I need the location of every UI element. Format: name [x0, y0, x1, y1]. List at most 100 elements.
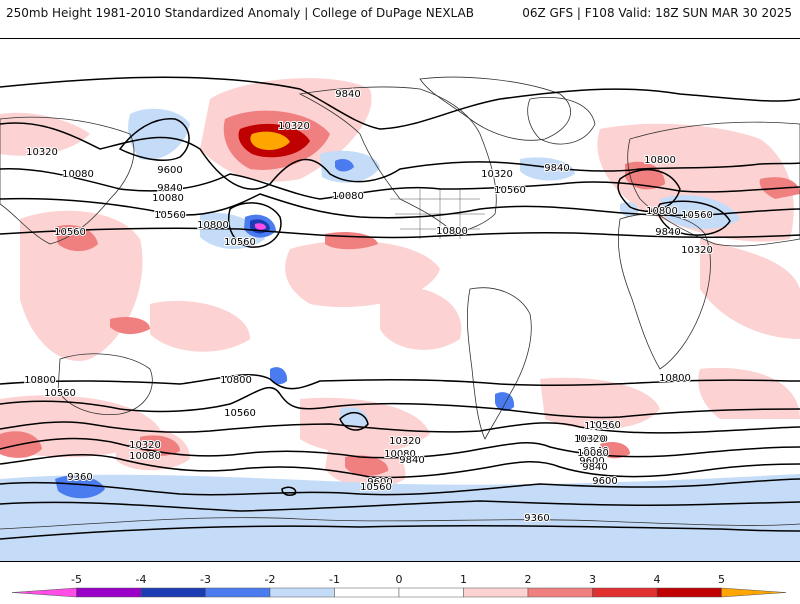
map-panel: 9840 10320 9600 9840 10080 10560 10800 10560 103…	[0, 38, 800, 562]
colorbar-segment	[11, 587, 77, 598]
colorbar-tick-label: 5	[718, 573, 725, 586]
contour-label: 10080	[576, 434, 608, 445]
anomaly-region	[0, 474, 800, 561]
anomaly-region	[270, 367, 288, 385]
colorbar-segments	[11, 587, 787, 598]
contour-line	[0, 453, 800, 479]
colorbar-tick-label: -1	[329, 573, 340, 586]
contour-label: 9840	[583, 446, 608, 457]
contour-label: 9600	[592, 476, 617, 487]
contour-label: 9840	[655, 227, 680, 238]
contour-line	[0, 122, 800, 190]
contour-label: 10560	[224, 408, 256, 419]
contour-label: 10560	[681, 210, 713, 221]
colorbar-segment	[592, 587, 658, 598]
contour-label: 9600	[367, 477, 392, 488]
contour-line	[0, 524, 800, 540]
contour-label: 10080	[152, 193, 184, 204]
contour-line	[0, 76, 800, 130]
anomaly-region	[335, 159, 354, 172]
contour-line	[0, 193, 800, 219]
contour-label: 10800	[646, 206, 678, 217]
contour-label: 10080	[577, 448, 609, 459]
contour-label: 10800	[24, 375, 56, 386]
contour-label: 9600	[157, 165, 182, 176]
contour-label: 10560	[154, 210, 186, 221]
contour-label: 10320	[584, 421, 616, 432]
contour-label: 10560	[589, 420, 621, 431]
contour-label: 10560	[224, 237, 256, 248]
contour-label: 9840	[399, 455, 424, 466]
contour-label: 10320	[278, 121, 310, 132]
contour-line	[118, 118, 190, 162]
colorbar-segment	[463, 587, 529, 598]
colorbar-segment	[721, 587, 787, 598]
contour-label: 9840	[157, 183, 182, 194]
contour-line	[339, 412, 369, 431]
contour-label: 10080	[384, 449, 416, 460]
contour-label: 10080	[332, 191, 364, 202]
anomaly-region	[700, 239, 800, 339]
anomaly-region	[55, 224, 98, 252]
contour-label: 10800	[659, 373, 691, 384]
contour-line	[617, 169, 681, 212]
colorbar-segment	[398, 587, 464, 598]
contour-line	[228, 202, 282, 248]
height-contours	[0, 76, 800, 540]
contour-label: 10320	[26, 147, 58, 158]
colorbar-segment	[76, 587, 142, 598]
contour-label: 10320	[389, 436, 421, 447]
contour-line	[0, 373, 800, 390]
contour-label: 9840	[544, 163, 569, 174]
colorbar-tick-label: -5	[71, 573, 82, 586]
colorbar-segment	[269, 587, 335, 598]
colorbar-segment	[656, 587, 722, 598]
contour-label: 9600	[579, 456, 604, 467]
anomaly-region	[495, 392, 515, 411]
contour-labels: 9840103209600984010080105601080010560103…	[23, 88, 714, 525]
contour-label: 10560	[44, 388, 76, 399]
colorbar-tick-label: 2	[525, 573, 532, 586]
contour-line	[0, 421, 800, 434]
contour-line	[0, 386, 800, 419]
contour-label: 10560	[54, 227, 86, 238]
contour-label: 9360	[524, 513, 549, 524]
contour-line	[0, 168, 800, 200]
colorbar-tick-label: 1	[460, 573, 467, 586]
anomaly-region	[340, 407, 369, 428]
contour-label: 10320	[681, 245, 713, 256]
anomaly-region	[150, 300, 250, 352]
anomaly-region	[128, 108, 190, 160]
colorbar-segment	[205, 587, 271, 598]
colorbar-segment	[140, 587, 206, 598]
anomaly-map: 9840103209600984010080105601080010560103…	[0, 76, 800, 561]
colorbar-ticks: -5 -4 -3 -2 -1 0 1 2 3 4 5	[71, 573, 725, 586]
colorbar-tick-label: 3	[589, 573, 596, 586]
contour-label: 10800	[220, 375, 252, 386]
anomaly-region	[660, 195, 740, 229]
colorbar-svg: -5 -4 -3 -2 -1 0 1 2 3 4 5	[11, 573, 787, 598]
anomaly-region	[250, 131, 290, 150]
model-run-info: 06Z GFS | F108 Valid: 18Z SUN MAR 30 202…	[522, 6, 792, 20]
contour-line	[0, 227, 800, 239]
contour-label: 9360	[67, 472, 92, 483]
colorbar: -5 -4 -3 -2 -1 0 1 2 3 4 5	[0, 572, 800, 600]
anomaly-region	[110, 317, 150, 335]
contour-label: 10320	[481, 169, 513, 180]
contour-line	[657, 200, 731, 236]
contour-label: 10320	[129, 440, 161, 451]
anomaly-region	[380, 286, 462, 350]
anomaly-shading	[0, 78, 800, 561]
contour-label: 10800	[197, 220, 229, 231]
contour-label: 9840	[582, 462, 607, 473]
contour-label: 10560	[360, 482, 392, 493]
coastlines	[0, 76, 800, 530]
anomaly-region	[345, 455, 389, 476]
contour-label: 10320	[574, 434, 606, 445]
anomaly-region	[600, 442, 630, 459]
contour-label: 10080	[62, 169, 94, 180]
colorbar-tick-label: 0	[396, 573, 403, 586]
contour-label: 10560	[494, 185, 526, 196]
contour-label: 10800	[436, 226, 468, 237]
contour-line	[281, 486, 297, 496]
